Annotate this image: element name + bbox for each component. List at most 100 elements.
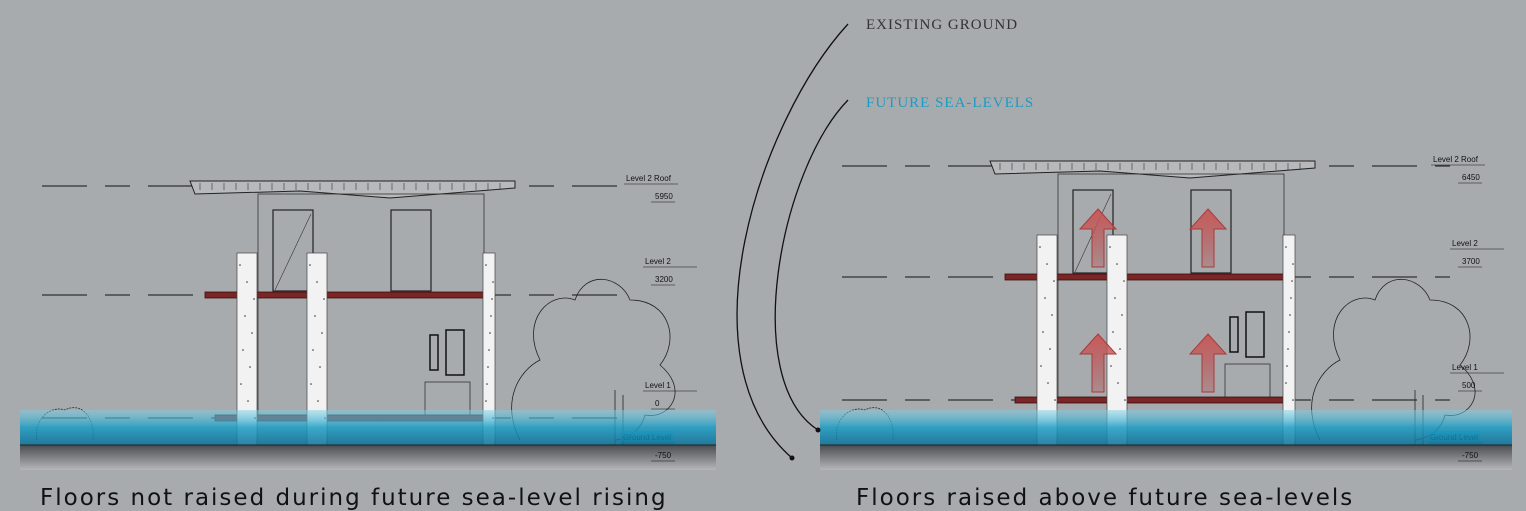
- wall: [257, 193, 485, 419]
- door-swing: [274, 213, 312, 291]
- column-speck: [1053, 280, 1055, 282]
- column-speck: [1044, 297, 1046, 299]
- column-speck: [489, 332, 491, 334]
- column-speck: [1051, 314, 1053, 316]
- column-speck: [1054, 399, 1056, 401]
- column-speck: [1040, 365, 1042, 367]
- column-speck: [1289, 314, 1291, 316]
- level-name: Level 2 Roof: [626, 174, 672, 183]
- column-speck: [1287, 348, 1289, 350]
- column-speck: [1290, 297, 1292, 299]
- column-speck: [1124, 399, 1126, 401]
- column-speck: [1117, 382, 1119, 384]
- level-elevation: 3700: [1462, 257, 1480, 266]
- ground: [820, 445, 1512, 470]
- column-speck: [1112, 331, 1114, 333]
- column-speck: [321, 332, 323, 334]
- level-elevation: -750: [1462, 451, 1479, 460]
- level-name: Level 1: [645, 381, 671, 390]
- leader-line: [736, 23, 849, 459]
- level-name: Level 2: [645, 257, 671, 266]
- level-elevation: 5950: [655, 192, 673, 201]
- door: [1072, 189, 1114, 274]
- column-speck: [1285, 382, 1287, 384]
- column-speck: [1042, 331, 1044, 333]
- level-elevation: 6450: [1462, 173, 1480, 182]
- column-speck: [1039, 246, 1041, 248]
- column-speck: [487, 366, 489, 368]
- column-speck: [312, 349, 314, 351]
- column-speck: [244, 315, 246, 317]
- column-speck: [1109, 246, 1111, 248]
- roof: [189, 180, 516, 199]
- column-speck: [1110, 365, 1112, 367]
- column-speck: [488, 349, 490, 351]
- column-speck: [323, 298, 325, 300]
- level-elevation: -750: [655, 451, 672, 460]
- door: [390, 209, 432, 292]
- level-elevation: 0: [655, 399, 660, 408]
- cabinet: [1224, 363, 1271, 399]
- fixture: [429, 334, 439, 371]
- roof: [989, 160, 1316, 179]
- level-name: Level 2: [1452, 239, 1478, 248]
- column-speck: [1047, 382, 1049, 384]
- door: [272, 209, 314, 292]
- column-speck: [253, 298, 255, 300]
- sea-level: [820, 410, 1512, 445]
- column-speck: [316, 281, 318, 283]
- leader-line: [774, 99, 849, 431]
- column-speck: [1291, 280, 1293, 282]
- column-speck: [246, 281, 248, 283]
- column-speck: [492, 281, 494, 283]
- sea-level: [20, 410, 716, 445]
- column-speck: [1292, 263, 1294, 265]
- level-name: Level 1: [1452, 363, 1478, 372]
- column-speck: [1292, 399, 1294, 401]
- fixture: [1245, 311, 1265, 358]
- column-speck: [485, 264, 487, 266]
- column-speck: [1285, 246, 1287, 248]
- door: [1190, 189, 1232, 274]
- level-name: Level 2 Roof: [1433, 155, 1479, 164]
- column-speck: [1114, 297, 1116, 299]
- column-speck: [310, 383, 312, 385]
- fixture: [445, 329, 465, 376]
- column-speck: [319, 366, 321, 368]
- annotation: FUTURE SEA-LEVELS: [866, 95, 1034, 111]
- column-speck: [491, 298, 493, 300]
- column-speck: [1119, 348, 1121, 350]
- column-speck: [1123, 280, 1125, 282]
- column-speck: [1286, 365, 1288, 367]
- level-elevation: 500: [1462, 381, 1476, 390]
- caption: Floors raised above future sea-levels: [856, 485, 1354, 511]
- annotation: EXISTING GROUND: [866, 17, 1018, 33]
- column-speck: [485, 400, 487, 402]
- column-speck: [309, 264, 311, 266]
- raise-arrow: [1188, 208, 1228, 268]
- column-speck: [1046, 263, 1048, 265]
- column-speck: [247, 400, 249, 402]
- raise-arrow: [1078, 208, 1118, 268]
- raise-arrow: [1078, 333, 1118, 393]
- column-speck: [249, 366, 251, 368]
- fixture: [1229, 316, 1239, 353]
- column-speck: [240, 383, 242, 385]
- column-speck: [251, 332, 253, 334]
- column-speck: [1288, 331, 1290, 333]
- column-speck: [490, 315, 492, 317]
- column-speck: [317, 400, 319, 402]
- column-speck: [1116, 263, 1118, 265]
- leader-dot: [815, 427, 821, 433]
- column-speck: [242, 349, 244, 351]
- level-elevation: 3200: [655, 275, 673, 284]
- raise-arrow: [1188, 333, 1228, 393]
- column-speck: [486, 383, 488, 385]
- column-speck: [1049, 348, 1051, 350]
- column-speck: [239, 264, 241, 266]
- caption: Floors not raised during future sea-leve…: [40, 485, 668, 511]
- column-speck: [1121, 314, 1123, 316]
- column-speck: [314, 315, 316, 317]
